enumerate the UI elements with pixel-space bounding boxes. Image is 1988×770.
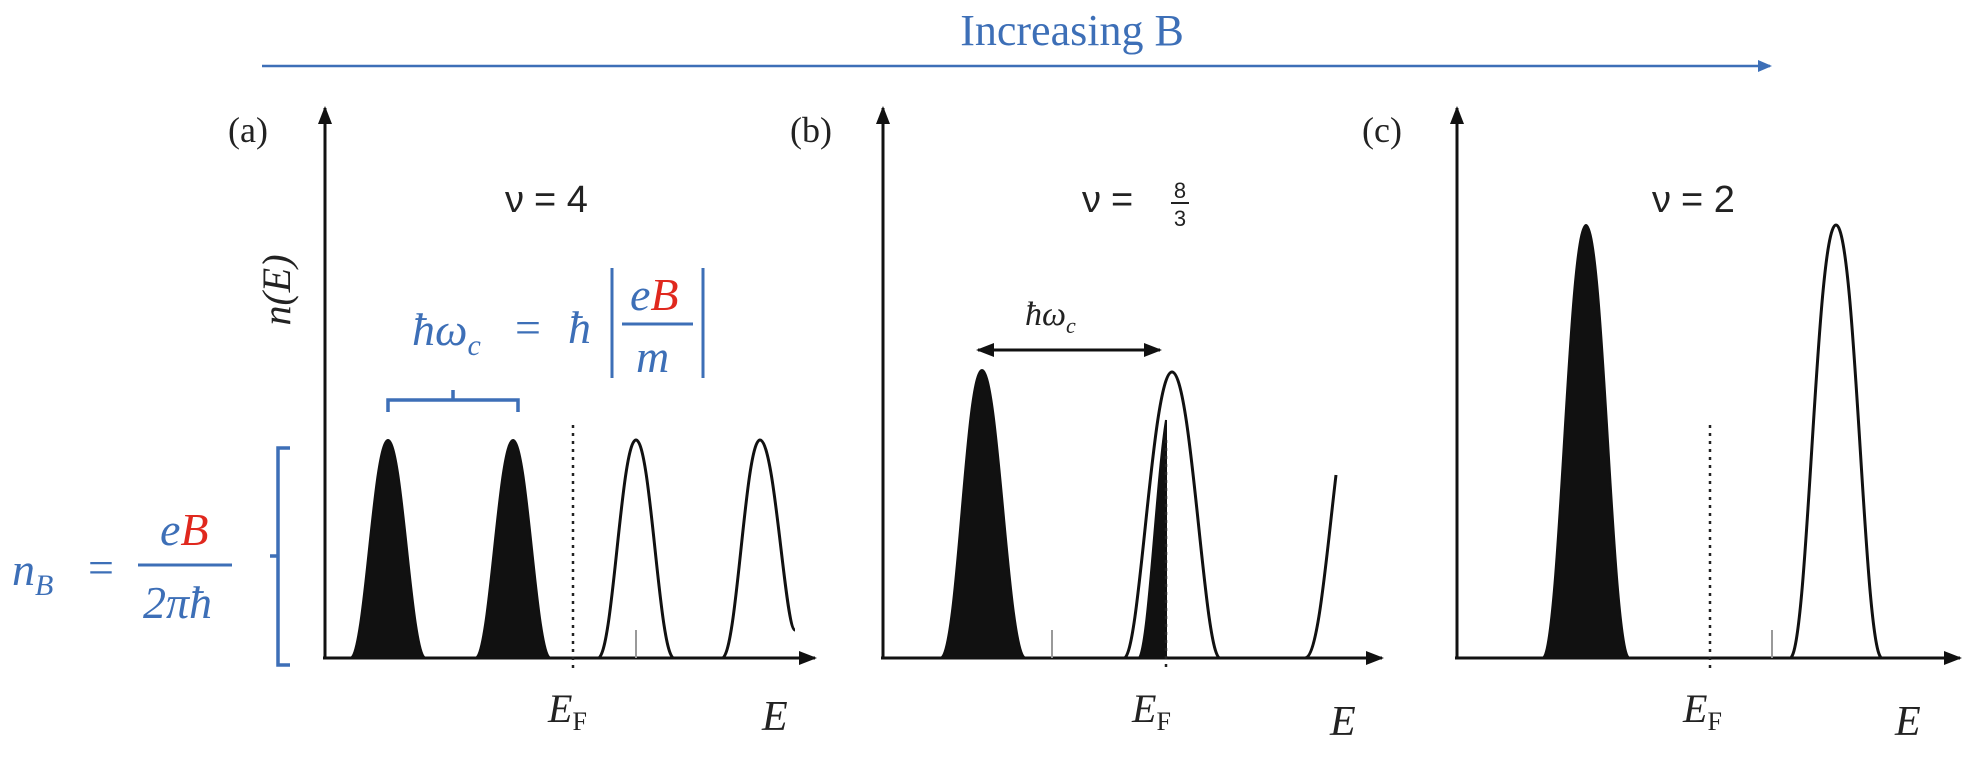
cyclotron-hbar: ħ xyxy=(568,302,591,353)
panel-b-tag: (b) xyxy=(790,110,832,150)
panel-a-y-label: n(E) xyxy=(254,254,299,325)
panel-b-nu: ν = xyxy=(1082,179,1133,221)
panel-b-peak-3 xyxy=(1304,474,1338,660)
panel-a-peak-2 xyxy=(474,438,552,659)
panel-a-nu: ν = 4 xyxy=(505,179,588,221)
panel-b-peak-2-filled xyxy=(1137,419,1167,659)
panel-a-fermi-label: EF xyxy=(547,686,587,736)
cyclotron-eq: = xyxy=(515,302,541,353)
degeneracy-annotation: nB = eB 2πħ xyxy=(12,446,290,667)
panel-a: (a) n(E) ν = 4 EF E xyxy=(228,106,817,740)
panel-c-peak-2 xyxy=(1788,223,1884,660)
panel-a-peak-1 xyxy=(349,438,427,659)
increasing-b-title: Increasing B xyxy=(960,6,1184,55)
panel-b: (b) ν = 8 3 ħωc EF E xyxy=(790,106,1384,745)
cyclotron-bracket xyxy=(386,390,520,412)
panel-b-x-label: E xyxy=(1329,699,1356,745)
panel-b-peak-2 xyxy=(1122,370,1222,660)
cyclotron-numerator: eB xyxy=(630,269,679,320)
panel-b-nu-numerator: 8 xyxy=(1174,178,1186,203)
panel-a-tag: (a) xyxy=(228,110,268,150)
cyclotron-lhs: ħωc xyxy=(412,304,481,362)
degeneracy-bracket xyxy=(270,446,290,667)
panel-b-peak-1 xyxy=(939,368,1027,659)
panel-c: (c) ν = 2 EF E xyxy=(1362,106,1962,745)
panel-c-tag: (c) xyxy=(1362,110,1402,150)
panel-c-x-label: E xyxy=(1894,699,1921,745)
panel-b-nu-denominator: 3 xyxy=(1174,206,1186,231)
degeneracy-eq: = xyxy=(88,542,114,593)
cyclotron-annotation: ħωc = ħ eB m xyxy=(386,268,705,412)
degeneracy-denominator: 2πħ xyxy=(143,577,212,628)
panel-c-fermi-label: EF xyxy=(1682,686,1722,736)
panel-a-x-label: E xyxy=(761,694,788,740)
panel-a-peak-4 xyxy=(720,438,797,660)
cyclotron-denominator: m xyxy=(636,331,669,382)
panel-b-gap-label: ħωc xyxy=(1025,296,1076,338)
panel-c-peak-1 xyxy=(1541,223,1631,659)
panel-c-nu: ν = 2 xyxy=(1652,179,1735,221)
degeneracy-lhs: nB xyxy=(12,544,53,602)
panel-b-fermi-label: EF xyxy=(1131,686,1171,736)
degeneracy-numerator: eB xyxy=(160,504,209,555)
panel-a-peak-3 xyxy=(596,438,676,660)
